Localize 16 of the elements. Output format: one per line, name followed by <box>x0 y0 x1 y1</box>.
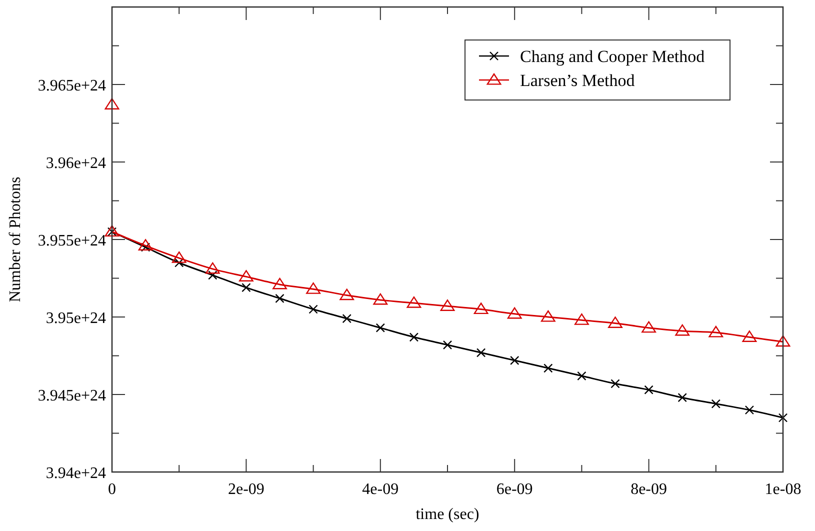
y-tick-label: 3.94e+24 <box>46 465 106 482</box>
y-tick-label: 3.965e+24 <box>38 78 106 94</box>
x-axis-title: time (sec) <box>416 506 480 523</box>
x-tick-label: 2e-09 <box>228 481 264 498</box>
y-tick-label: 3.955e+24 <box>38 232 106 250</box>
x-tick-label: 0 <box>108 481 116 498</box>
y-tick-label: 3.95e+24 <box>46 310 106 327</box>
x-tick-label: 1e-08 <box>764 481 802 498</box>
legend-label: Chang and Cooper Method <box>520 47 706 66</box>
x-tick-label: 4e-09 <box>362 481 399 498</box>
x-tick-label: 8e-09 <box>630 481 668 498</box>
y-tick-label: 3.945e+24 <box>38 388 106 404</box>
y-axis-title: Number of Photons <box>7 176 24 302</box>
x-tick-label: 6e-09 <box>496 481 533 498</box>
legend-label: Larsen’s Method <box>520 71 636 90</box>
y-tick-label: 3.96e+24 <box>46 155 106 172</box>
